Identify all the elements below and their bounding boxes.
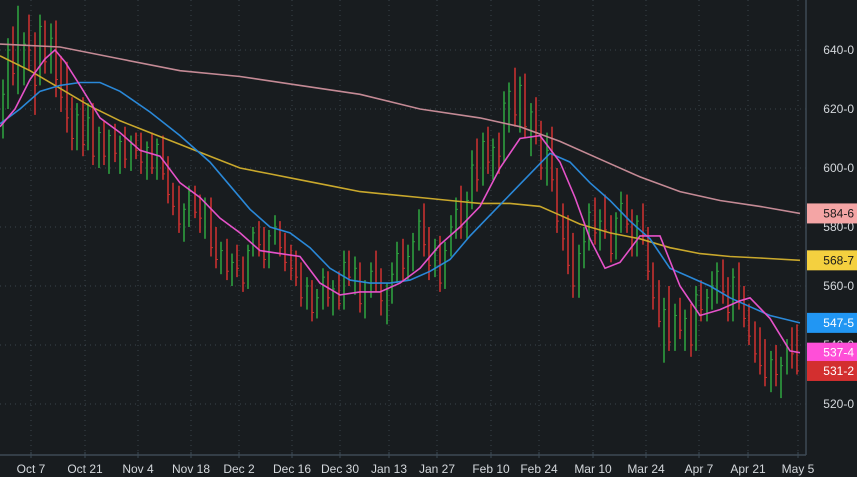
svg-text:Dec 30: Dec 30 [321,462,359,476]
moving-average-line-0 [0,43,801,215]
svg-text:Jan 13: Jan 13 [371,462,407,476]
svg-text:Mar 24: Mar 24 [627,462,665,476]
ma-100-badge: 568-7 [807,250,857,271]
x-axis-labels: Oct 7 Oct 21 Nov 4 Nov 18 Dec 2 Dec 16 Dec 30 J… [17,452,815,476]
svg-text:547-5: 547-5 [823,316,854,330]
moving-average-line-2 [0,81,801,324]
last-price-badge: 531-2 [807,360,857,381]
svg-text:Oct 21: Oct 21 [67,462,103,476]
ma-9-badge: 537-4 [807,342,857,363]
svg-text:May 5: May 5 [782,462,815,476]
svg-text:Apr 21: Apr 21 [730,462,766,476]
svg-text:520-0: 520-0 [823,397,854,411]
svg-text:560-0: 560-0 [823,279,854,293]
svg-text:Nov 18: Nov 18 [172,462,210,476]
svg-text:620-0: 620-0 [823,102,854,116]
ma-20-badge: 547-5 [807,312,857,333]
svg-text:Feb 10: Feb 10 [472,462,510,476]
price-badges: 584-6 568-7 547-5 537-4 531-2 [807,203,857,381]
svg-text:Oct 7: Oct 7 [17,462,46,476]
svg-text:Mar 10: Mar 10 [574,462,612,476]
svg-text:537-4: 537-4 [823,346,854,360]
moving-average-line-3 [0,48,801,354]
svg-text:640-0: 640-0 [823,43,854,57]
svg-text:600-0: 600-0 [823,161,854,175]
svg-text:Feb 24: Feb 24 [520,462,558,476]
svg-text:568-7: 568-7 [823,253,854,267]
svg-text:Jan 27: Jan 27 [419,462,455,476]
svg-text:580-0: 580-0 [823,220,854,234]
svg-text:Dec 2: Dec 2 [223,462,255,476]
ma-200-badge: 584-6 [807,203,857,224]
svg-text:Dec 16: Dec 16 [273,462,311,476]
svg-text:584-6: 584-6 [823,206,854,220]
svg-text:Nov 4: Nov 4 [122,462,154,476]
svg-text:Apr 7: Apr 7 [685,462,714,476]
svg-text:531-2: 531-2 [823,364,854,378]
moving-average-line-1 [0,55,801,262]
